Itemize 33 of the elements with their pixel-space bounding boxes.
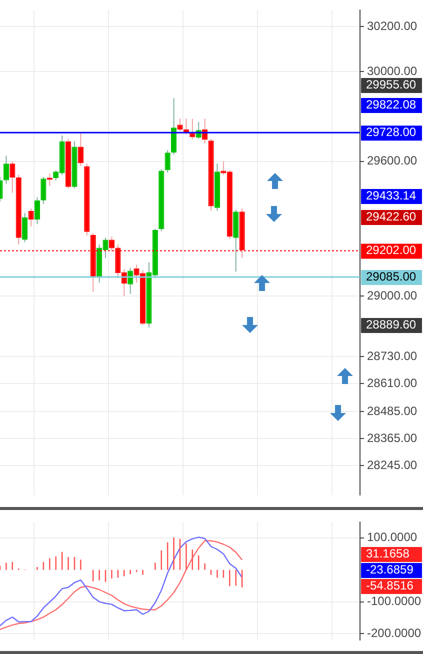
y-tick-label: 28610.00 [367, 376, 418, 390]
candlestick [177, 118, 183, 132]
y-tick-label: 28485.00 [367, 404, 418, 418]
y-tick-label: -200.0000 [367, 626, 422, 640]
text: 29433.14 [366, 188, 416, 202]
ref-line-label: 29728.00 [366, 124, 416, 139]
y-tick-label: -100.0000 [367, 594, 422, 608]
candlestick [28, 208, 34, 227]
candlestick [10, 160, 16, 194]
text: 29422.60 [366, 209, 416, 224]
text: 29822.08 [366, 97, 416, 112]
candlestick [164, 150, 170, 174]
text: 28889.60 [366, 317, 416, 332]
y-tick-label: 30000.00 [367, 64, 418, 78]
y-tick-label: 28730.00 [367, 349, 418, 364]
y-tick-label: 28245.00 [367, 458, 418, 472]
candlestick [34, 196, 40, 225]
text: 29955.60 [366, 77, 416, 92]
y-tick-label: 29000.00 [367, 288, 418, 302]
y-tick-label: 29600.00 [367, 154, 418, 168]
candlestick [22, 212, 28, 243]
text: -54.8516 [366, 578, 414, 592]
y-tick-label: 28365.00 [367, 430, 418, 445]
y-tick-label: 100.0000 [367, 530, 418, 544]
ref-line-label: 29085.00 [366, 269, 416, 284]
candlestick [3, 155, 9, 184]
y-tick-label: 30200.00 [367, 18, 418, 33]
candlestick [78, 132, 84, 166]
ref-line-label: 29202.00 [366, 243, 416, 258]
candlestick [40, 176, 46, 204]
candlestick [171, 98, 177, 156]
text: -23.6859 [366, 562, 414, 576]
text: 31.1658 [366, 546, 410, 560]
